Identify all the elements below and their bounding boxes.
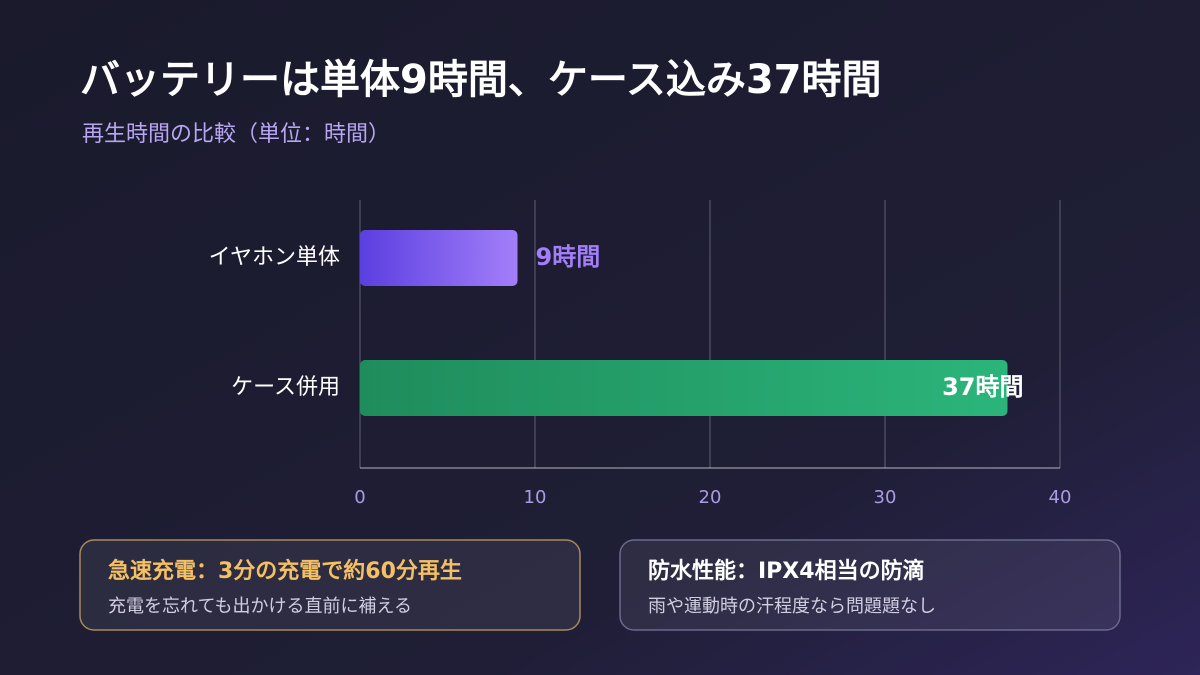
- note-text: 雨や運動時の汗程度なら問題題なし: [648, 596, 936, 617]
- note-card: [619, 539, 1121, 631]
- x-tick-label: 0: [354, 487, 365, 508]
- note-card: [79, 539, 581, 631]
- x-tick-label: 40: [1049, 487, 1072, 508]
- bar: [360, 360, 1008, 416]
- chart-subtitle: 再生時間の比較（単位：時間）: [82, 122, 390, 147]
- note-title: 急速充電：3分の充電で約60分再生: [108, 558, 462, 584]
- x-tick-label: 20: [699, 487, 722, 508]
- category-label: ケース併用: [231, 375, 340, 400]
- value-label: 37時間: [942, 373, 1023, 401]
- value-label: 9時間: [536, 243, 601, 271]
- x-tick-label: 30: [874, 487, 897, 508]
- note-text: 充電を忘れても出かける直前に補える: [108, 596, 412, 617]
- category-label: イヤホン単体: [209, 245, 340, 270]
- chart-title: バッテリーは単体9時間、ケース込み37時間: [80, 57, 882, 103]
- bar: [360, 230, 518, 286]
- x-tick-label: 10: [524, 487, 547, 508]
- note-title: 防水性能：IPX4相当の防滴: [648, 558, 925, 584]
